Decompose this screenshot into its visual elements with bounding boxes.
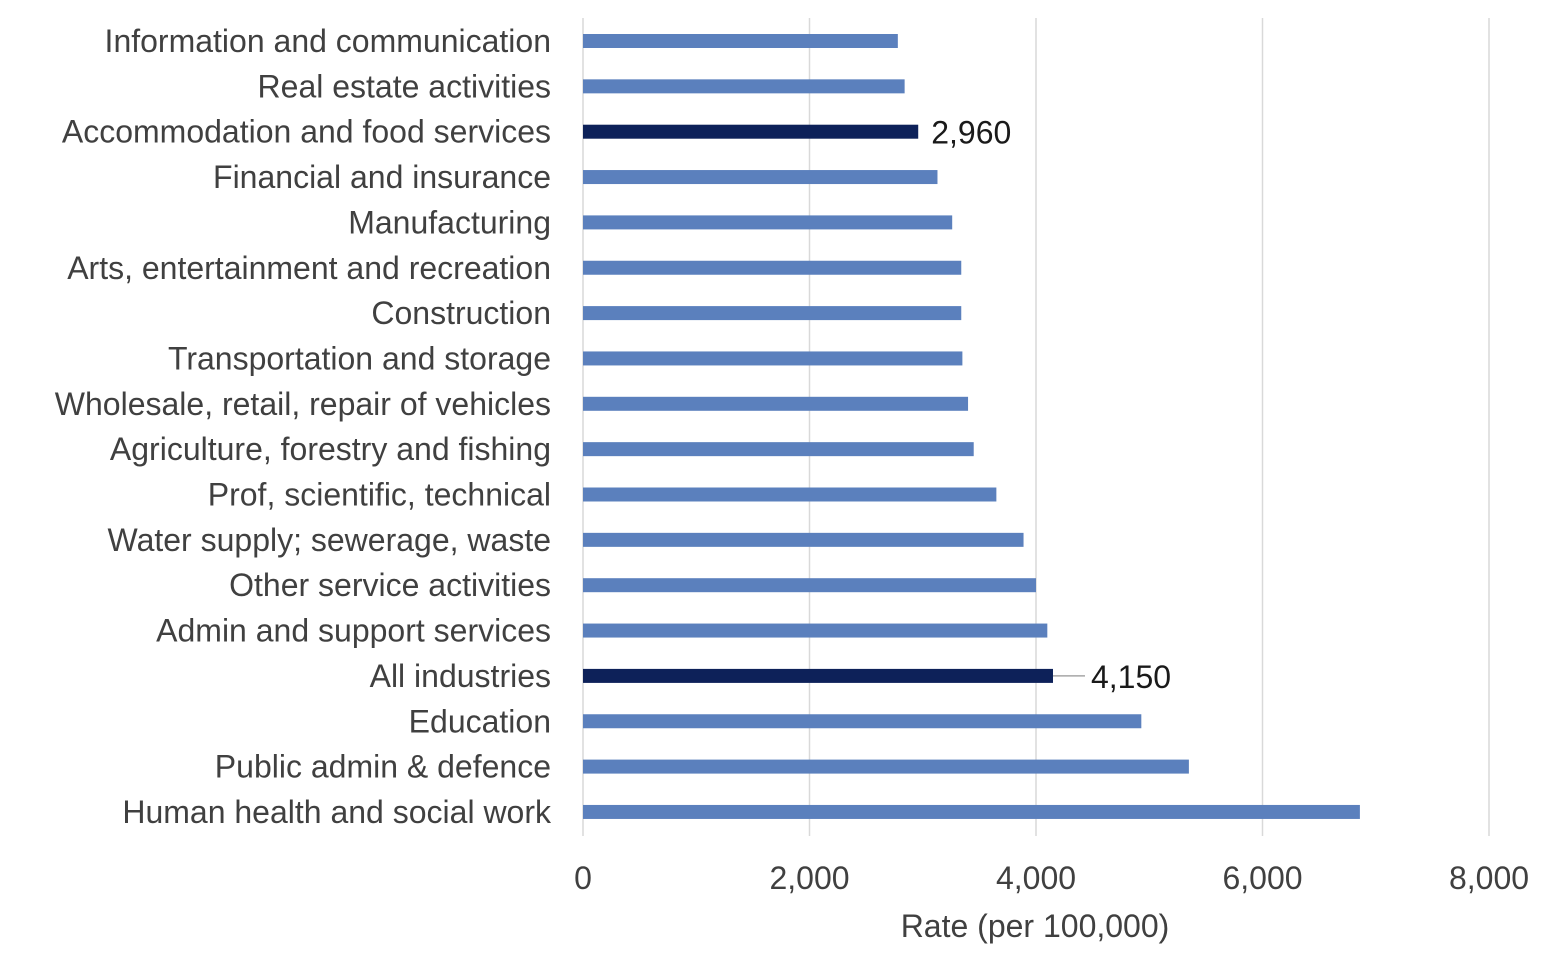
data-label: 4,150 (1091, 659, 1171, 695)
category-label: Manufacturing (348, 204, 551, 240)
category-label: Water supply; sewerage, waste (108, 522, 551, 558)
x-axis-title: Rate (per 100,000) (901, 908, 1170, 944)
bar (583, 306, 962, 321)
bar (583, 532, 1024, 547)
category-label: All industries (370, 658, 551, 694)
gridlines (582, 18, 1490, 836)
bars (583, 34, 1360, 819)
category-label: Accommodation and food services (62, 114, 551, 150)
bar (583, 623, 1048, 638)
category-label: Arts, entertainment and recreation (67, 250, 551, 286)
bar (583, 396, 969, 411)
bar-highlighted (583, 668, 1053, 683)
bar (583, 34, 898, 48)
category-label: Public admin & defence (215, 749, 551, 785)
category-label: Wholesale, retail, repair of vehicles (55, 386, 551, 422)
category-labels: Information and communication Real estate… (55, 23, 552, 830)
bar (583, 578, 1036, 593)
x-tick-label: 8,000 (1449, 860, 1529, 896)
x-tick-label: 4,000 (996, 860, 1076, 896)
bar-highlighted (583, 124, 919, 139)
x-tick-label: 0 (574, 860, 592, 896)
category-label: Agriculture, forestry and fishing (110, 431, 551, 467)
bar (583, 714, 1142, 729)
bar (583, 170, 938, 185)
x-tick-label: 2,000 (769, 860, 849, 896)
data-label: 2,960 (931, 115, 1011, 151)
bar (583, 487, 997, 502)
x-tick-label: 6,000 (1222, 860, 1302, 896)
category-label: Construction (371, 295, 551, 331)
bar (583, 442, 974, 457)
category-label: Education (409, 703, 551, 739)
category-label: Information and communication (105, 23, 551, 59)
category-label: Admin and support services (156, 613, 551, 649)
category-label: Prof, scientific, technical (208, 477, 551, 513)
category-label: Transportation and storage (168, 340, 551, 376)
category-label: Financial and insurance (213, 159, 551, 195)
category-label: Human health and social work (122, 794, 552, 830)
bar (583, 79, 905, 94)
bar (583, 351, 963, 366)
bar (583, 215, 953, 230)
category-label: Other service activities (229, 567, 551, 603)
bar (583, 260, 962, 275)
x-axis-ticks: 0 2,000 4,000 6,000 8,000 (574, 860, 1529, 896)
category-label: Real estate activities (258, 68, 551, 104)
data-labels: 2,960 4,150 (931, 115, 1171, 695)
bar (583, 804, 1360, 819)
bar (583, 759, 1189, 774)
